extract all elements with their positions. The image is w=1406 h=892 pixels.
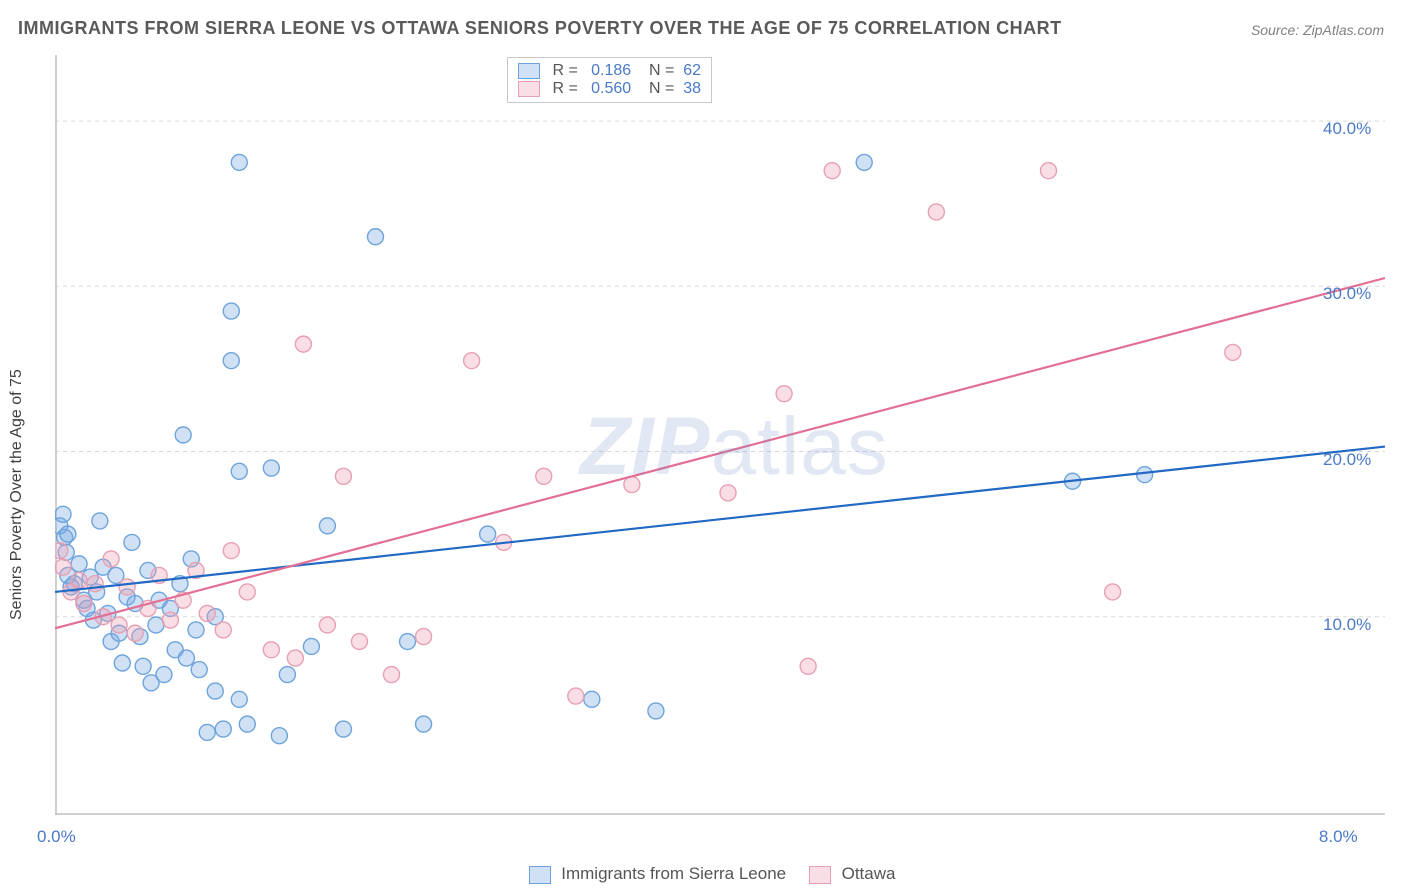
stats-swatch-series1 bbox=[518, 63, 540, 79]
bottom-legend: Immigrants from Sierra Leone Ottawa bbox=[0, 864, 1406, 884]
y-tick-label: 10.0% bbox=[1323, 615, 1371, 635]
r-label-2: R = bbox=[552, 80, 577, 97]
scatter-chart-svg bbox=[55, 55, 1385, 815]
r-value-1: 0.186 bbox=[591, 62, 631, 79]
stats-legend-box: R = 0.186 N = 62 R = 0.560 N = 38 bbox=[507, 57, 712, 103]
x-tick-label: 0.0% bbox=[37, 827, 76, 847]
y-axis-label: Seniors Poverty Over the Age of 75 bbox=[8, 369, 26, 620]
stats-row-series2: R = 0.560 N = 38 bbox=[518, 80, 701, 98]
chart-title: IMMIGRANTS FROM SIERRA LEONE VS OTTAWA S… bbox=[18, 18, 1062, 39]
r-value-2: 0.560 bbox=[591, 80, 631, 97]
x-tick-label: 8.0% bbox=[1319, 827, 1358, 847]
r-label-1: R = bbox=[552, 62, 577, 79]
n-label-1: N = bbox=[649, 62, 674, 79]
legend-swatch-series1 bbox=[529, 866, 551, 884]
stats-row-series1: R = 0.186 N = 62 bbox=[518, 62, 701, 80]
source-attribution: Source: ZipAtlas.com bbox=[1251, 22, 1384, 38]
n-value-1: 62 bbox=[683, 62, 701, 79]
y-tick-label: 20.0% bbox=[1323, 450, 1371, 470]
legend-label-series1: Immigrants from Sierra Leone bbox=[561, 864, 786, 883]
chart-area: ZIPatlas R = 0.186 N = 62 R = 0.560 N = … bbox=[55, 55, 1385, 815]
legend-label-series2: Ottawa bbox=[842, 864, 896, 883]
n-value-2: 38 bbox=[683, 80, 701, 97]
n-label-2: N = bbox=[649, 80, 674, 97]
legend-swatch-series2 bbox=[809, 866, 831, 884]
y-tick-label: 40.0% bbox=[1323, 119, 1371, 139]
stats-swatch-series2 bbox=[518, 81, 540, 97]
y-tick-label: 30.0% bbox=[1323, 284, 1371, 304]
